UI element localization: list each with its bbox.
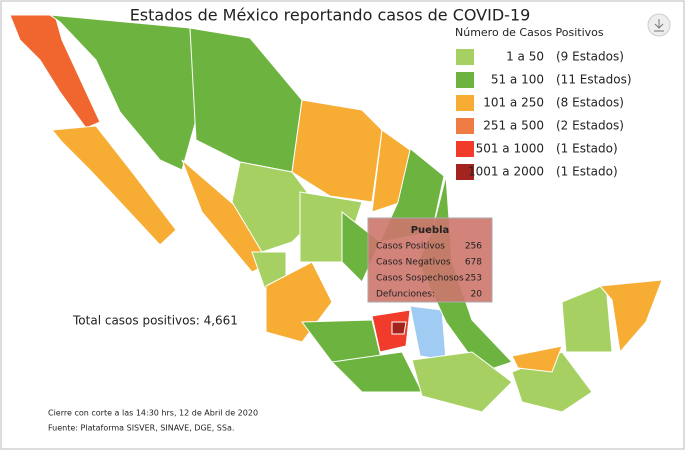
legend-swatch	[456, 164, 474, 180]
legend-count: (11 Estados)	[556, 73, 632, 87]
legend-count: (8 Estados)	[556, 96, 624, 110]
tooltip-label: Defunciones:	[376, 290, 435, 300]
tooltip-value: 678	[465, 258, 482, 268]
legend-title: Número de Casos Positivos	[455, 26, 604, 39]
legend-count: (1 Estado)	[556, 165, 618, 179]
legend-swatch	[456, 141, 474, 157]
footer-line: Cierre con corte a las 14:30 hrs, 12 de …	[48, 409, 258, 418]
footer-line: Fuente: Plataforma SISVER, SINAVE, DGE, …	[48, 424, 234, 433]
state	[411, 351, 513, 413]
tooltip-value: 253	[465, 274, 482, 284]
map	[9, 14, 663, 413]
legend-label: 101 a 250	[483, 96, 544, 110]
legend-count: (9 Estados)	[556, 50, 624, 64]
tooltip-value: 20	[471, 290, 483, 300]
download-icon	[654, 19, 664, 32]
legend-count: (2 Estados)	[556, 119, 624, 133]
state	[598, 279, 663, 354]
tooltip-label: Casos Positivos	[376, 242, 445, 252]
tooltip-label: Casos Sospechosos	[376, 274, 464, 284]
legend-label: 1001 a 2000	[468, 165, 544, 179]
state	[511, 345, 563, 373]
legend-swatch	[456, 118, 474, 134]
tooltip-label: Casos Negativos	[376, 258, 451, 268]
state	[341, 210, 381, 283]
legend-label: 1 a 50	[506, 50, 544, 64]
state	[51, 125, 177, 246]
tooltip: Puebla Casos Positivos 256 Casos Negativos…	[367, 217, 493, 303]
map-title: Estados de México reportando casos de CO…	[130, 6, 531, 25]
tooltip-rows: Casos Positivos 256 Casos Negativos 678Caso…	[376, 242, 482, 300]
legend-label: 501 a 1000	[476, 142, 544, 156]
state	[391, 321, 407, 335]
legend-swatch	[456, 95, 474, 111]
tooltip-title: Puebla	[411, 225, 450, 236]
total-label: Total casos positivos: 4,661	[72, 314, 238, 328]
legend: 1 a 50 (9 Estados) 51 a 100 (11 Estados) 101…	[456, 49, 632, 180]
tooltip-box	[367, 217, 493, 303]
legend-swatch	[456, 49, 474, 65]
legend-swatch	[456, 72, 474, 88]
legend-label: 251 a 500	[483, 119, 544, 133]
legend-label: 51 a 100	[491, 73, 544, 87]
tooltip-value: 256	[465, 242, 482, 252]
state	[561, 283, 613, 353]
state	[371, 309, 411, 353]
legend-count: (1 Estado)	[556, 142, 618, 156]
